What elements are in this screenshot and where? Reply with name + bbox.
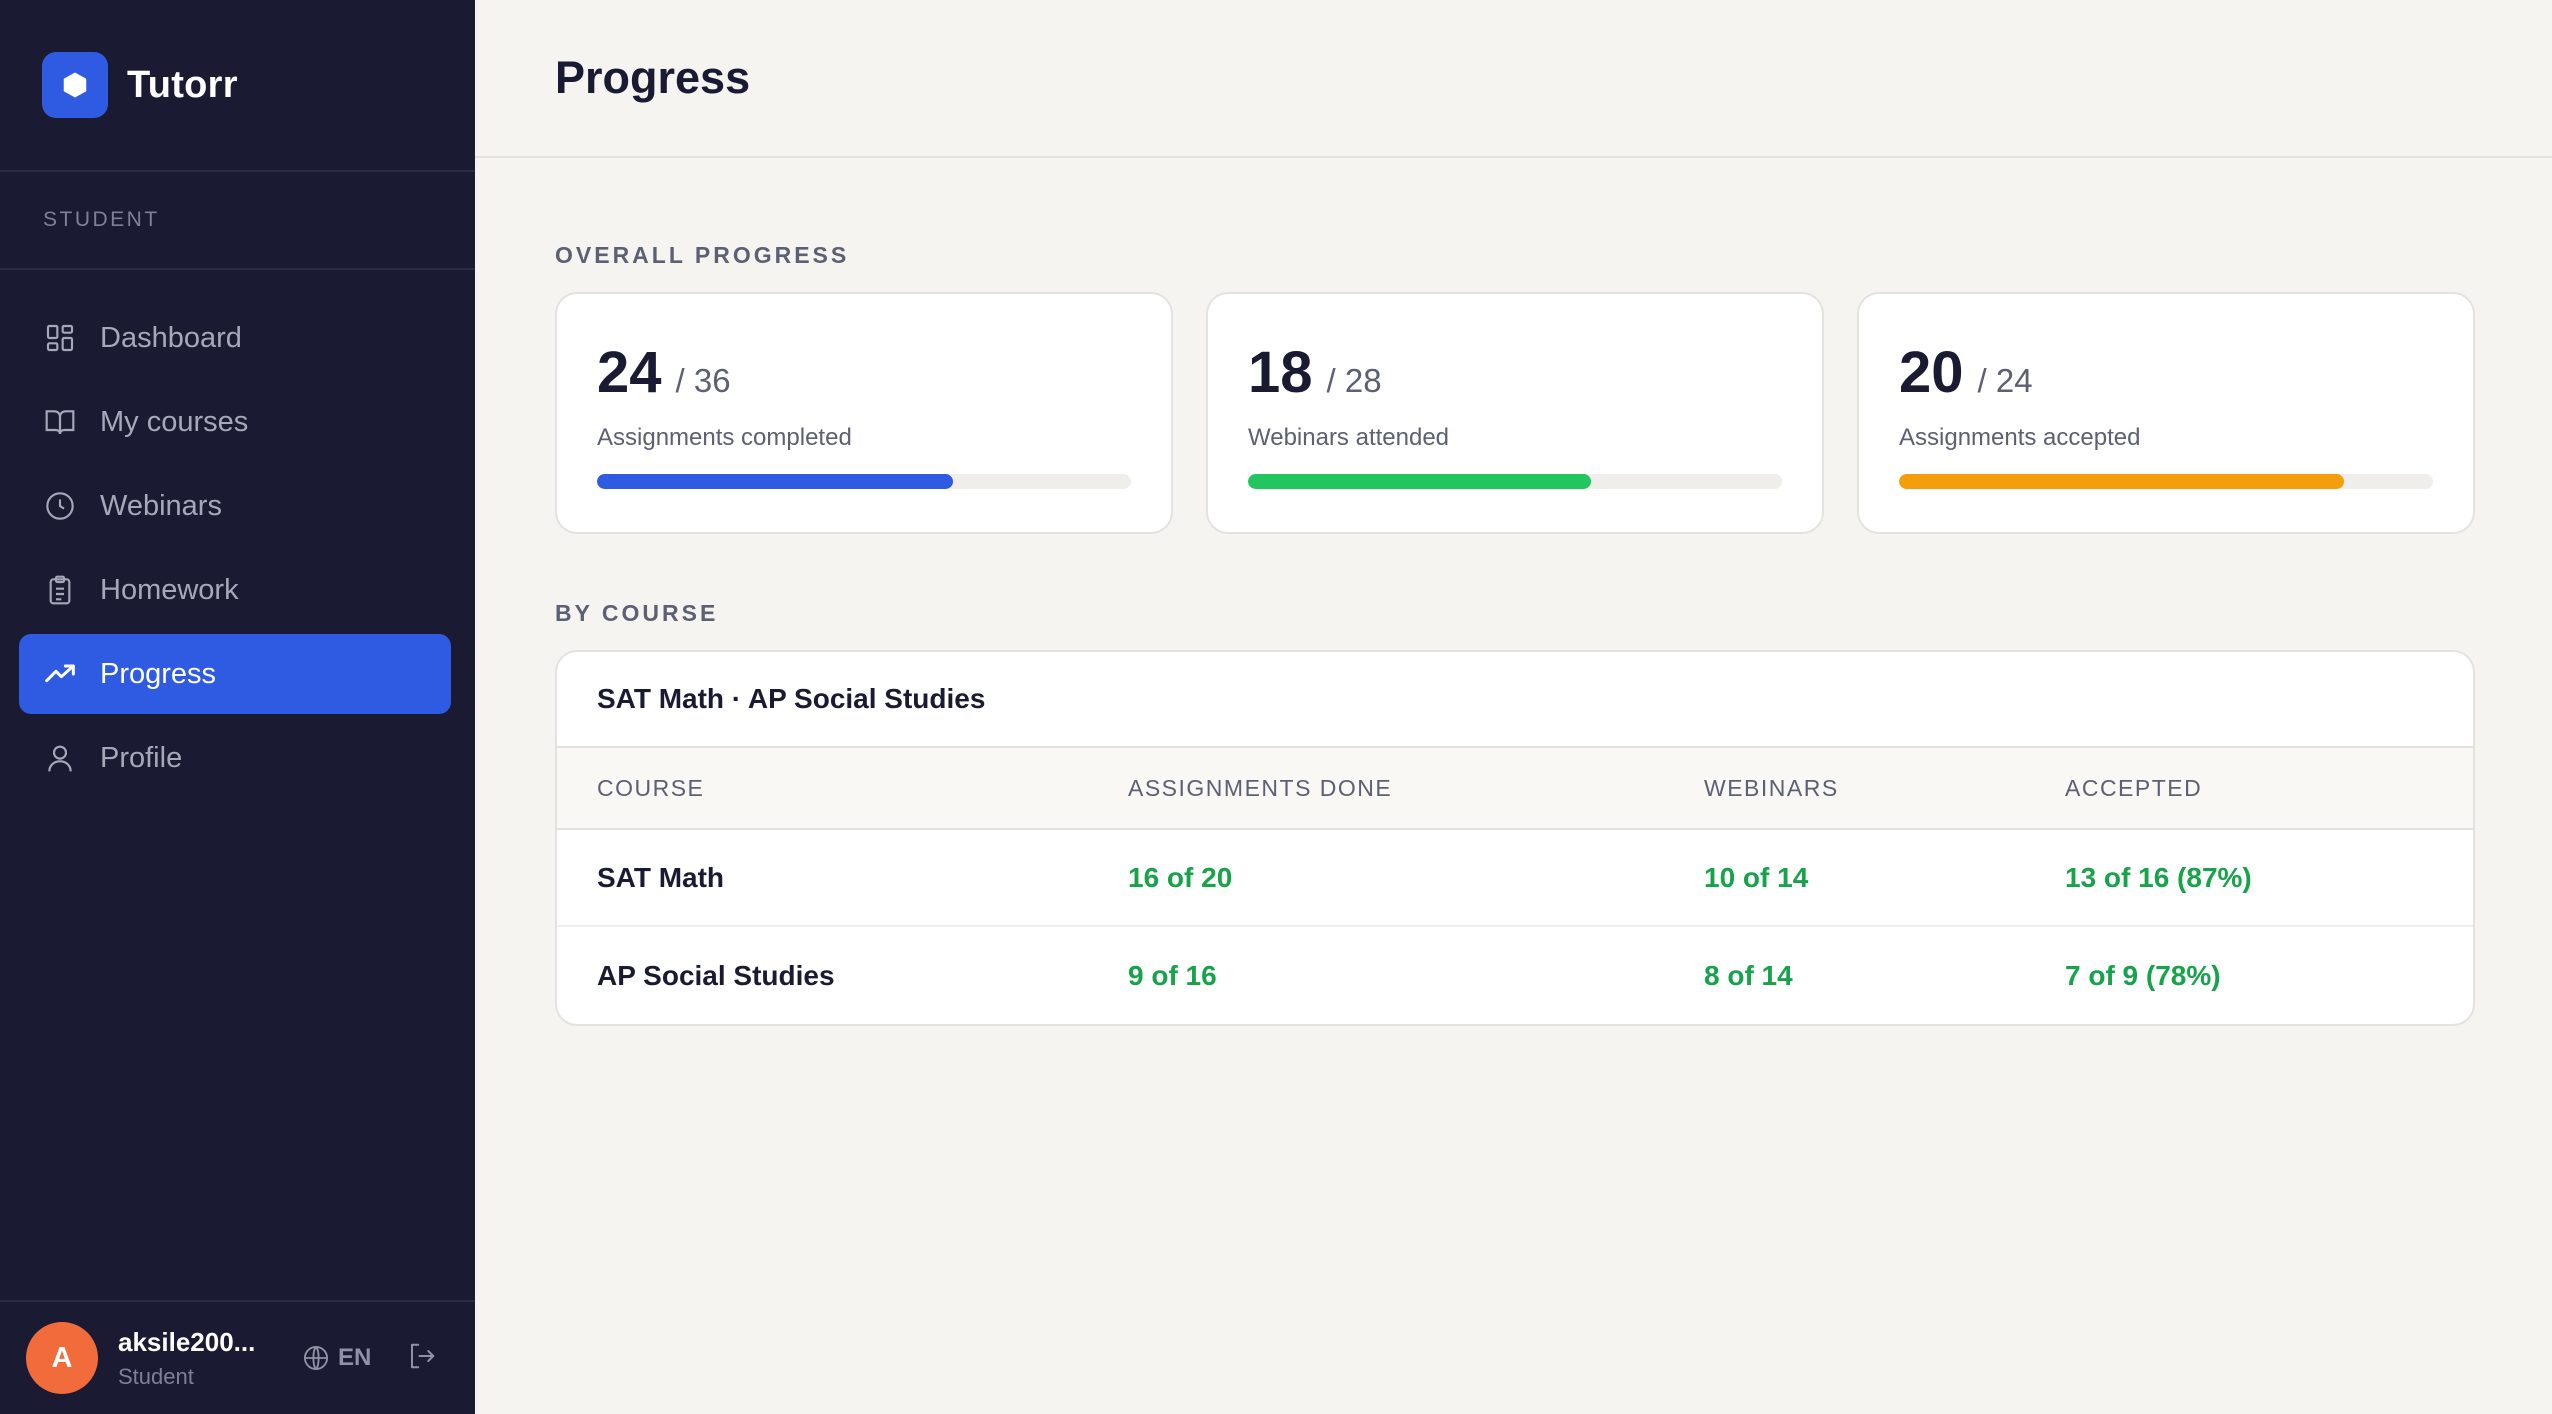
course-table-card: SAT Math · AP Social Studies COURSE ASSI… <box>555 650 2475 1026</box>
progress-bar-fill <box>1248 474 1592 489</box>
cell-assignments: 16 of 20 <box>1128 861 1233 893</box>
sidebar-item-profile[interactable]: Profile <box>19 718 451 798</box>
brand-name: Tutorr <box>127 63 238 106</box>
sidebar-nav: Dashboard My courses Web <box>0 270 475 802</box>
column-header-course: COURSE <box>597 774 705 801</box>
stat-total: / 28 <box>1326 362 1382 399</box>
user-icon <box>43 741 77 775</box>
page-header: Progress <box>475 0 2552 158</box>
role-label: STUDENT <box>43 208 160 231</box>
sidebar-item-progress[interactable]: Progress <box>19 634 451 714</box>
content: OVERALL PROGRESS 24 / 36 Assignments com… <box>475 242 2552 1026</box>
stat-card-assignments-completed: 24 / 36 Assignments completed <box>555 292 1173 534</box>
stat-card-assignments-accepted: 20 / 24 Assignments accepted <box>1857 292 2475 534</box>
user-info: aksile200... Student <box>118 1327 278 1390</box>
course-card-title: SAT Math · AP Social Studies <box>557 652 2473 748</box>
role-section: STUDENT <box>0 172 475 270</box>
clock-icon <box>43 489 77 523</box>
progress-bar <box>1899 474 2433 489</box>
column-header-accepted: ACCEPTED <box>2065 774 2203 801</box>
stat-value: 24 <box>597 340 662 405</box>
stat-total: / 24 <box>1977 362 2033 399</box>
user-name: aksile200... <box>118 1326 256 1357</box>
brand[interactable]: Tutorr <box>0 0 475 172</box>
stat-card-webinars-attended: 18 / 28 Webinars attended <box>1206 292 1824 534</box>
sidebar-item-label: Webinars <box>100 489 222 522</box>
globe-icon <box>302 1344 330 1372</box>
stats-row: 24 / 36 Assignments completed 18 / 28 We… <box>555 292 2501 534</box>
table-row[interactable]: AP Social Studies 9 of 16 8 of 14 7 of 9… <box>557 927 2473 1024</box>
cell-accepted: 13 of 16 (87%) <box>2065 861 2252 893</box>
progress-bar <box>1248 474 1782 489</box>
stat-value: 20 <box>1899 340 1964 405</box>
sidebar-item-label: Dashboard <box>100 321 242 354</box>
sidebar-item-label: Profile <box>100 741 183 774</box>
sidebar: Tutorr STUDENT Dashboard <box>0 0 475 1414</box>
progress-bar-fill <box>1899 474 2344 489</box>
cell-assignments: 9 of 16 <box>1128 959 1217 991</box>
clipboard-icon <box>43 573 77 607</box>
by-course-label: BY COURSE <box>555 600 719 626</box>
main-content: Progress OVERALL PROGRESS 24 / 36 Assign… <box>475 0 2552 1414</box>
sidebar-item-dashboard[interactable]: Dashboard <box>19 298 451 378</box>
sidebar-item-label: Homework <box>100 573 239 606</box>
language-label: EN <box>338 1344 372 1371</box>
stat-label: Webinars attended <box>1248 424 1450 451</box>
grid-icon <box>43 321 77 355</box>
stat-label: Assignments accepted <box>1899 424 2141 451</box>
cell-webinars: 10 of 14 <box>1704 861 1809 893</box>
sidebar-item-my-courses[interactable]: My courses <box>19 382 451 462</box>
sidebar-item-label: Progress <box>100 657 217 690</box>
book-open-icon <box>43 405 77 439</box>
language-switcher[interactable]: EN <box>302 1344 371 1372</box>
progress-bar <box>597 474 1131 489</box>
progress-bar-fill <box>597 474 954 489</box>
sidebar-item-label: My courses <box>100 405 249 438</box>
cell-accepted: 7 of 9 (78%) <box>2065 959 2221 991</box>
stat-label: Assignments completed <box>597 424 852 451</box>
cell-course: SAT Math <box>597 861 725 893</box>
user-role: Student <box>118 1363 194 1389</box>
avatar[interactable]: A <box>26 1322 98 1394</box>
stat-total: / 36 <box>675 362 731 399</box>
page-title: Progress <box>555 52 751 103</box>
table-row[interactable]: SAT Math 16 of 20 10 of 14 13 of 16 (87%… <box>557 830 2473 927</box>
user-bar: A aksile200... Student EN <box>0 1300 475 1414</box>
trending-up-icon <box>43 657 77 691</box>
overall-progress-label: OVERALL PROGRESS <box>555 242 850 268</box>
cell-webinars: 8 of 14 <box>1704 959 1793 991</box>
logo-icon <box>42 52 108 118</box>
column-header-assignments: ASSIGNMENTS DONE <box>1128 774 1393 801</box>
stat-value: 18 <box>1248 340 1313 405</box>
cell-course: AP Social Studies <box>597 959 835 991</box>
sidebar-item-webinars[interactable]: Webinars <box>19 466 451 546</box>
table-header: COURSE ASSIGNMENTS DONE WEBINARS ACCEPTE… <box>557 748 2473 830</box>
column-header-webinars: WEBINARS <box>1704 774 1839 801</box>
sidebar-item-homework[interactable]: Homework <box>19 550 451 630</box>
logout-icon <box>407 1341 437 1376</box>
logout-button[interactable] <box>407 1341 437 1376</box>
